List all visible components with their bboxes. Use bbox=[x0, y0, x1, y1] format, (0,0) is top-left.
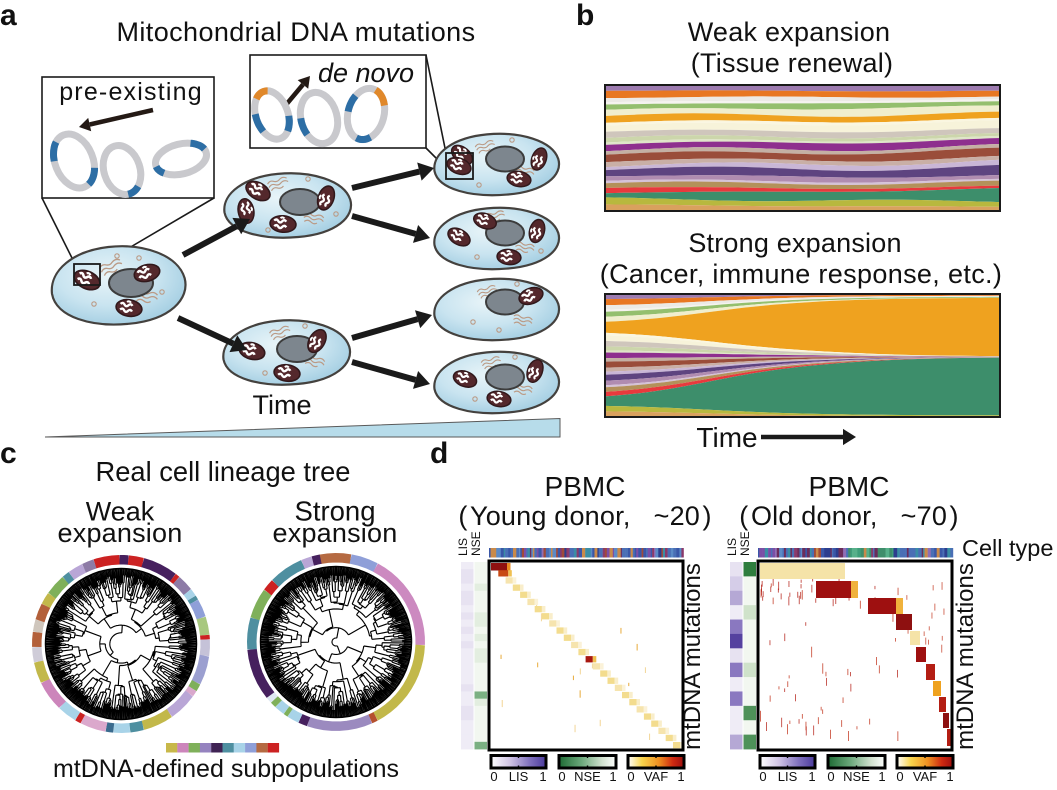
svg-text:Strong: Strong bbox=[294, 496, 375, 527]
svg-text:NSE: NSE bbox=[843, 769, 870, 784]
svg-text:1: 1 bbox=[609, 769, 616, 784]
svg-text:LIS: LIS bbox=[725, 538, 739, 556]
svg-text:VAF: VAF bbox=[913, 769, 937, 784]
svg-text:0: 0 bbox=[558, 769, 565, 784]
svg-text:Mitochondrial DNA mutations: Mitochondrial DNA mutations bbox=[117, 17, 476, 47]
svg-text:expansion: expansion bbox=[273, 518, 398, 548]
svg-text:( Old donor, ~70 ): ( Old donor, ~70 ) bbox=[739, 501, 958, 531]
svg-text:PBMC: PBMC bbox=[809, 471, 890, 502]
svg-text:mtDNA mutations: mtDNA mutations bbox=[952, 563, 979, 750]
svg-text:1: 1 bbox=[946, 769, 953, 784]
svg-text:Cell type: Cell type bbox=[962, 535, 1053, 561]
svg-text:pre-existing: pre-existing bbox=[59, 78, 203, 106]
svg-text:c: c bbox=[0, 437, 17, 470]
svg-text:mtDNA mutations: mtDNA mutations bbox=[679, 563, 706, 750]
svg-text:NSE: NSE bbox=[738, 531, 752, 556]
svg-text:LIS: LIS bbox=[456, 538, 470, 556]
svg-text:1: 1 bbox=[677, 769, 684, 784]
svg-text:(Cancer, immune response, etc.: (Cancer, immune response, etc.) bbox=[600, 259, 1003, 289]
svg-text:mtDNA-defined subpopulations: mtDNA-defined subpopulations bbox=[53, 755, 399, 783]
svg-text:b: b bbox=[576, 0, 594, 32]
svg-text:Time: Time bbox=[696, 422, 757, 453]
svg-text:1: 1 bbox=[808, 769, 815, 784]
svg-text:Weak expansion: Weak expansion bbox=[688, 17, 891, 47]
svg-text:Time: Time bbox=[253, 390, 312, 420]
svg-text:0: 0 bbox=[627, 769, 634, 784]
svg-text:Strong expansion: Strong expansion bbox=[688, 228, 901, 258]
svg-text:expansion: expansion bbox=[58, 518, 183, 548]
svg-text:de novo: de novo bbox=[318, 58, 414, 88]
svg-text:( Young donor, ~20 ): ( Young donor, ~20 ) bbox=[458, 501, 711, 531]
svg-text:1: 1 bbox=[878, 769, 885, 784]
svg-text:Weak: Weak bbox=[86, 497, 155, 527]
svg-text:Real cell lineage tree: Real cell lineage tree bbox=[96, 456, 351, 487]
svg-text:PBMC: PBMC bbox=[545, 471, 626, 502]
svg-text:VAF: VAF bbox=[644, 769, 668, 784]
svg-text:0: 0 bbox=[827, 769, 834, 784]
svg-text:a: a bbox=[0, 0, 17, 32]
svg-text:LIS: LIS bbox=[509, 769, 529, 784]
svg-text:LIS: LIS bbox=[778, 769, 798, 784]
svg-text:NSE: NSE bbox=[469, 531, 483, 556]
svg-text:0: 0 bbox=[490, 769, 497, 784]
svg-text:d: d bbox=[430, 437, 448, 470]
svg-text:0: 0 bbox=[759, 769, 766, 784]
svg-text:(Tissue renewal): (Tissue renewal) bbox=[691, 48, 894, 78]
svg-text:0: 0 bbox=[896, 769, 903, 784]
svg-text:NSE: NSE bbox=[574, 769, 601, 784]
svg-text:1: 1 bbox=[539, 769, 546, 784]
